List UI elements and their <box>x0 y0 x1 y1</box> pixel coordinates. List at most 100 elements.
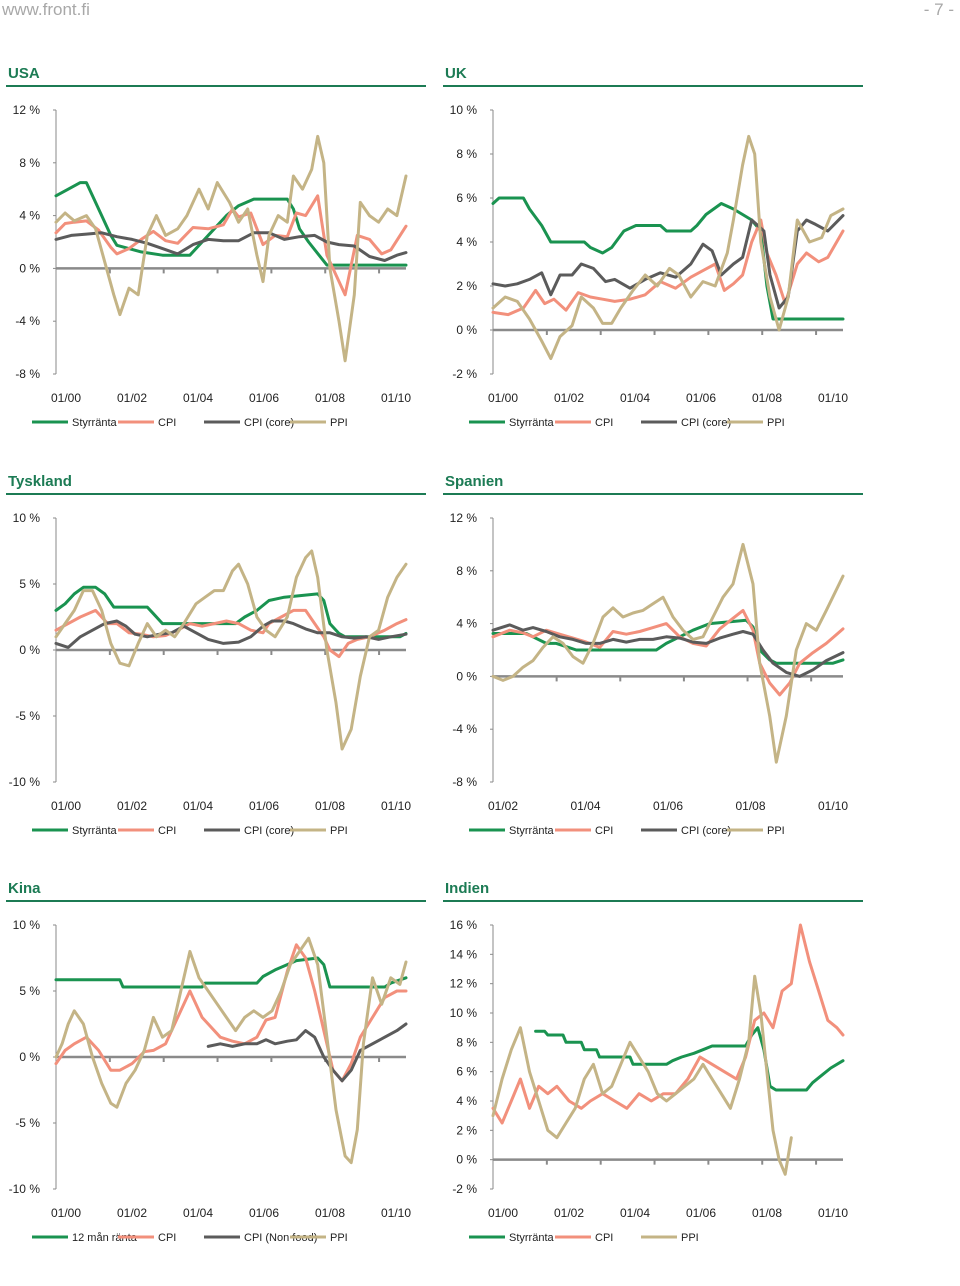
y-tick-label: 6 % <box>456 1065 477 1079</box>
series-line-cpi <box>491 923 845 1125</box>
x-tick-label: 01/00 <box>488 1206 518 1220</box>
x-tick-label: 01/04 <box>183 1206 213 1220</box>
x-tick-label: 01/10 <box>381 1206 411 1220</box>
y-tick-label: -2 % <box>452 367 477 381</box>
x-tick-label: 01/08 <box>315 391 345 405</box>
y-tick-label: 12 % <box>450 977 478 991</box>
y-tick-label: 0 % <box>456 1153 477 1167</box>
y-tick-label: -8 % <box>15 367 40 381</box>
y-tick-label: -10 % <box>9 775 41 789</box>
y-tick-label: 12 % <box>13 103 41 117</box>
x-tick-label: 01/04 <box>620 391 650 405</box>
x-tick-label: 01/10 <box>818 391 848 405</box>
y-tick-label: 10 % <box>13 511 41 525</box>
y-tick-label: 2 % <box>456 1123 477 1137</box>
y-tick-label: 4 % <box>456 617 477 631</box>
x-tick-label: 01/02 <box>554 391 584 405</box>
chart-usa: USA 12 % 8 % 4 % 0 % -4 % -8 % 01/00 01/02 01/04 0… <box>6 62 426 437</box>
y-tick-label: 4 % <box>456 235 477 249</box>
chart-spanien: Spanien 12 % 8 % 4 % 0 % -4 % -8 % 01/02 01/04 01… <box>443 470 863 845</box>
x-tick-label: 01/06 <box>686 1206 716 1220</box>
y-tick-label: 8 % <box>456 147 477 161</box>
x-tick-label: 01/04 <box>570 799 600 813</box>
y-tick-label: -5 % <box>15 1116 40 1130</box>
legend-label: CPI <box>595 825 613 837</box>
series-line-styrr-nta <box>54 181 408 267</box>
chart-svg: Indien 16 % 14 % 12 % 10 % 8 % 6 % 4 % 2 % 0 % -2 … <box>443 880 863 1244</box>
y-tick-label: 14 % <box>450 947 478 961</box>
x-tick-label: 01/06 <box>653 799 683 813</box>
chart-title: Spanien <box>445 473 503 490</box>
x-tick-label: 01/02 <box>554 1206 584 1220</box>
y-tick-label: 8 % <box>456 564 477 578</box>
x-tick-label: 01/06 <box>249 391 279 405</box>
x-tick-label: 01/08 <box>752 1206 782 1220</box>
y-tick-label: 5 % <box>19 984 40 998</box>
legend-label: PPI <box>767 825 785 837</box>
page-number: - 7 - <box>923 0 954 19</box>
chart-title: Kina <box>8 880 41 897</box>
legend-label: Styrränta <box>72 825 118 837</box>
chart-svg: Tyskland 10 % 5 % 0 % -5 % -10 % 01/00 01/02 01/… <box>6 473 426 837</box>
x-tick-label: 01/04 <box>183 799 213 813</box>
series-line-cpi <box>54 943 408 1083</box>
series-line-cpi-non-food <box>206 1022 408 1083</box>
legend-label: CPI <box>595 1232 613 1244</box>
y-tick-label: 10 % <box>13 918 41 932</box>
y-tick-label: -5 % <box>15 709 40 723</box>
y-tick-label: -10 % <box>9 1182 41 1196</box>
y-tick-label: 0 % <box>19 1050 40 1064</box>
x-tick-label: 01/08 <box>752 391 782 405</box>
legend-label: PPI <box>330 825 348 837</box>
y-tick-label: 4 % <box>456 1094 477 1108</box>
x-tick-label: 01/08 <box>735 799 765 813</box>
chart-title: Tyskland <box>8 473 72 490</box>
legend-label: CPI <box>595 417 613 429</box>
y-tick-label: 5 % <box>19 577 40 591</box>
chart-kina: Kina 10 % 5 % 0 % -5 % -10 % 01/00 01/02 01/04 01… <box>6 877 426 1252</box>
series-line-cpi-core <box>54 619 408 649</box>
x-tick-label: 01/04 <box>183 391 213 405</box>
legend-label: CPI (Non food) <box>244 1232 317 1244</box>
y-tick-label: -4 % <box>15 314 40 328</box>
y-tick-label: 12 % <box>450 511 478 525</box>
legend-label: Styrränta <box>509 1232 555 1244</box>
series-line-styrr-nta <box>54 585 408 639</box>
x-tick-label: 01/10 <box>381 391 411 405</box>
y-tick-label: 16 % <box>450 918 478 932</box>
legend-label: CPI <box>158 825 176 837</box>
y-tick-label: 0 % <box>456 669 477 683</box>
x-tick-label: 01/06 <box>249 1206 279 1220</box>
x-tick-label: 01/06 <box>686 391 716 405</box>
x-tick-label: 01/04 <box>620 1206 650 1220</box>
x-tick-label: 01/02 <box>488 799 518 813</box>
legend-label: CPI (core) <box>681 417 731 429</box>
chart-uk: UK 10 % 8 % 6 % 4 % 2 % 0 % -2 % 01/00 01/02 01/04… <box>443 62 863 437</box>
series-line-ppi <box>491 974 793 1176</box>
legend-label: Styrränta <box>509 417 555 429</box>
legend-label: Styrränta <box>72 417 118 429</box>
site-url[interactable]: www.front.fi <box>2 0 90 19</box>
legend-label: CPI <box>158 417 176 429</box>
x-tick-label: 01/02 <box>117 1206 147 1220</box>
series-line-cpi <box>54 608 408 659</box>
y-tick-label: 6 % <box>456 191 477 205</box>
y-tick-label: 4 % <box>19 209 40 223</box>
y-tick-label: -4 % <box>452 722 477 736</box>
series-line-12-m-n-r-nta <box>54 956 408 989</box>
x-tick-label: 01/00 <box>51 391 81 405</box>
x-tick-label: 01/00 <box>51 1206 81 1220</box>
legend-label: PPI <box>330 1232 348 1244</box>
legend-label: Styrränta <box>509 825 555 837</box>
legend-label: PPI <box>681 1232 699 1244</box>
y-tick-label: 10 % <box>450 1006 478 1020</box>
y-tick-label: -8 % <box>452 775 477 789</box>
legend-label: 12 mån ränta <box>72 1232 138 1244</box>
x-tick-label: 01/08 <box>315 1206 345 1220</box>
y-tick-label: -2 % <box>452 1182 477 1196</box>
x-tick-label: 01/02 <box>117 799 147 813</box>
series-line-ppi <box>54 134 408 363</box>
chart-indien: Indien 16 % 14 % 12 % 10 % 8 % 6 % 4 % 2 % 0 % -2 … <box>443 877 863 1252</box>
x-tick-label: 01/08 <box>315 799 345 813</box>
series-line-styrr-nta <box>491 196 845 321</box>
